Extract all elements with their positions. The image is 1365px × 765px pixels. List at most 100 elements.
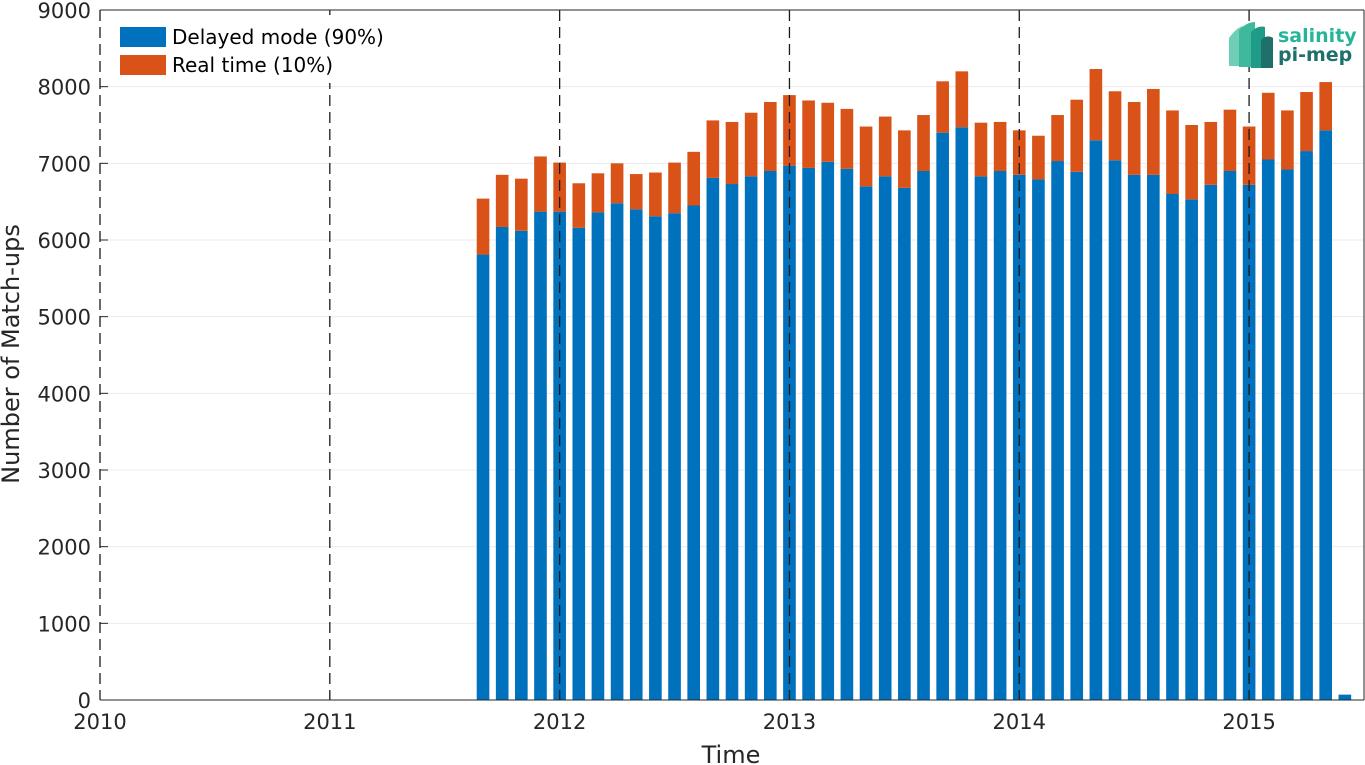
bar-real-time [1032,135,1045,180]
bar-delayed-mode [610,203,624,700]
bar-delayed-mode [1147,174,1160,701]
bar-real-time [534,156,547,212]
logo-text-salinity: salinity [1278,25,1357,47]
bar-real-time [649,172,662,217]
bar-real-time [974,122,988,177]
bar-real-time [572,183,586,228]
bar-real-time [1281,110,1294,170]
bar-real-time [1070,99,1084,172]
bar-real-time [898,130,911,188]
x-tick-label: 2015 [1222,710,1275,734]
bar-delayed-mode [821,161,835,701]
bar-real-time [515,178,528,231]
bar-delayed-mode [668,213,681,700]
bar-real-time [993,121,1007,171]
bar-delayed-mode [591,212,605,700]
bar-delayed-mode [1185,199,1198,700]
x-tick-label: 2012 [533,710,586,734]
x-axis-label: Time [701,741,761,765]
bar-delayed-mode [725,184,739,701]
logo-text-pi-mep: pi-mep [1278,44,1352,66]
x-tick-label: 2010 [73,710,126,734]
bar-delayed-mode [706,177,720,700]
bar-delayed-mode [878,176,892,700]
bar-delayed-mode [1127,174,1141,701]
bar-delayed-mode [1223,171,1237,700]
axes [99,9,1365,701]
bar-delayed-mode [687,205,701,700]
bar-delayed-mode [1032,179,1045,700]
bar-delayed-mode [534,211,547,700]
y-tick-label: 1000 [38,612,91,636]
tick-labels: 0 1000 2000 3000 4000 5000 6000 7000 8000 9000 201… [38,0,1276,734]
bar-delayed-mode [974,176,988,700]
x-tick-label: 2013 [763,710,816,734]
bar-delayed-mode [993,171,1007,700]
bar-real-time [610,163,624,204]
x-tick-label: 2014 [993,710,1046,734]
y-tick-label: 7000 [38,152,91,176]
bar-real-time [744,112,758,177]
bar-delayed-mode [1300,151,1313,701]
bar-delayed-mode [1281,169,1294,700]
bar-real-time [668,162,681,214]
bar-real-time [476,198,490,255]
bar-real-time [917,115,930,171]
bar-delayed-mode [744,176,758,700]
y-tick-label: 2000 [38,536,91,560]
bar-delayed-mode [649,216,662,700]
bar-real-time [1300,92,1313,152]
bar-delayed-mode [955,127,969,701]
bar-delayed-mode [515,230,528,701]
bar-delayed-mode [763,171,777,700]
bar-delayed-mode [629,209,643,701]
bar-real-time [1261,92,1275,160]
legend-swatch-delayed [120,27,166,47]
salinity-pi-mep-logo: salinity pi-mep [1229,22,1357,68]
bar-real-time [725,121,739,185]
bar-real-time [878,116,892,177]
bar-delayed-mode [1204,184,1218,701]
bar-delayed-mode [936,132,949,700]
bar-delayed-mode [1166,194,1179,700]
y-tick-label: 0 [78,689,91,713]
y-tick-label: 6000 [38,229,91,253]
bar-real-time [1147,88,1160,175]
bar-delayed-mode [917,171,930,700]
bar-real-time [706,120,720,178]
bar-delayed-mode [1261,159,1275,700]
legend: Delayed mode (90%) Real time (10%) [113,15,406,83]
y-tick-label: 4000 [38,382,91,406]
bar-real-time [936,81,949,133]
y-tick-label: 5000 [38,306,91,330]
bar-real-time [802,100,815,168]
y-tick-label: 3000 [38,459,91,483]
bar-real-time [1166,110,1179,194]
bar-delayed-mode [783,165,796,701]
legend-swatch-realtime [120,55,166,75]
y-tick-label: 9000 [38,0,91,23]
bar-real-time [1127,102,1141,175]
bar-real-time [629,174,643,210]
bar-delayed-mode [1070,171,1084,700]
bar-delayed-mode [898,187,911,700]
bar-real-time [1223,109,1237,171]
bar-delayed-mode [1108,160,1122,700]
bar-real-time [859,126,873,187]
bar-real-time [687,151,701,206]
logo-waves-icon [1229,22,1273,68]
legend-label-delayed: Delayed mode (90%) [172,25,384,49]
bar-delayed-mode [476,254,490,701]
bar-delayed-mode [840,168,854,700]
bar-delayed-mode [802,167,815,700]
bar-delayed-mode [495,226,509,700]
bar-real-time [821,102,835,162]
year-markers [99,10,1250,700]
legend-label-realtime: Real time (10%) [172,53,333,77]
bar-delayed-mode [572,227,586,700]
x-tick-label: 2011 [303,710,356,734]
y-tick-label: 8000 [38,76,91,100]
bar-delayed-mode [1089,140,1103,701]
bar-real-time [1185,125,1198,200]
